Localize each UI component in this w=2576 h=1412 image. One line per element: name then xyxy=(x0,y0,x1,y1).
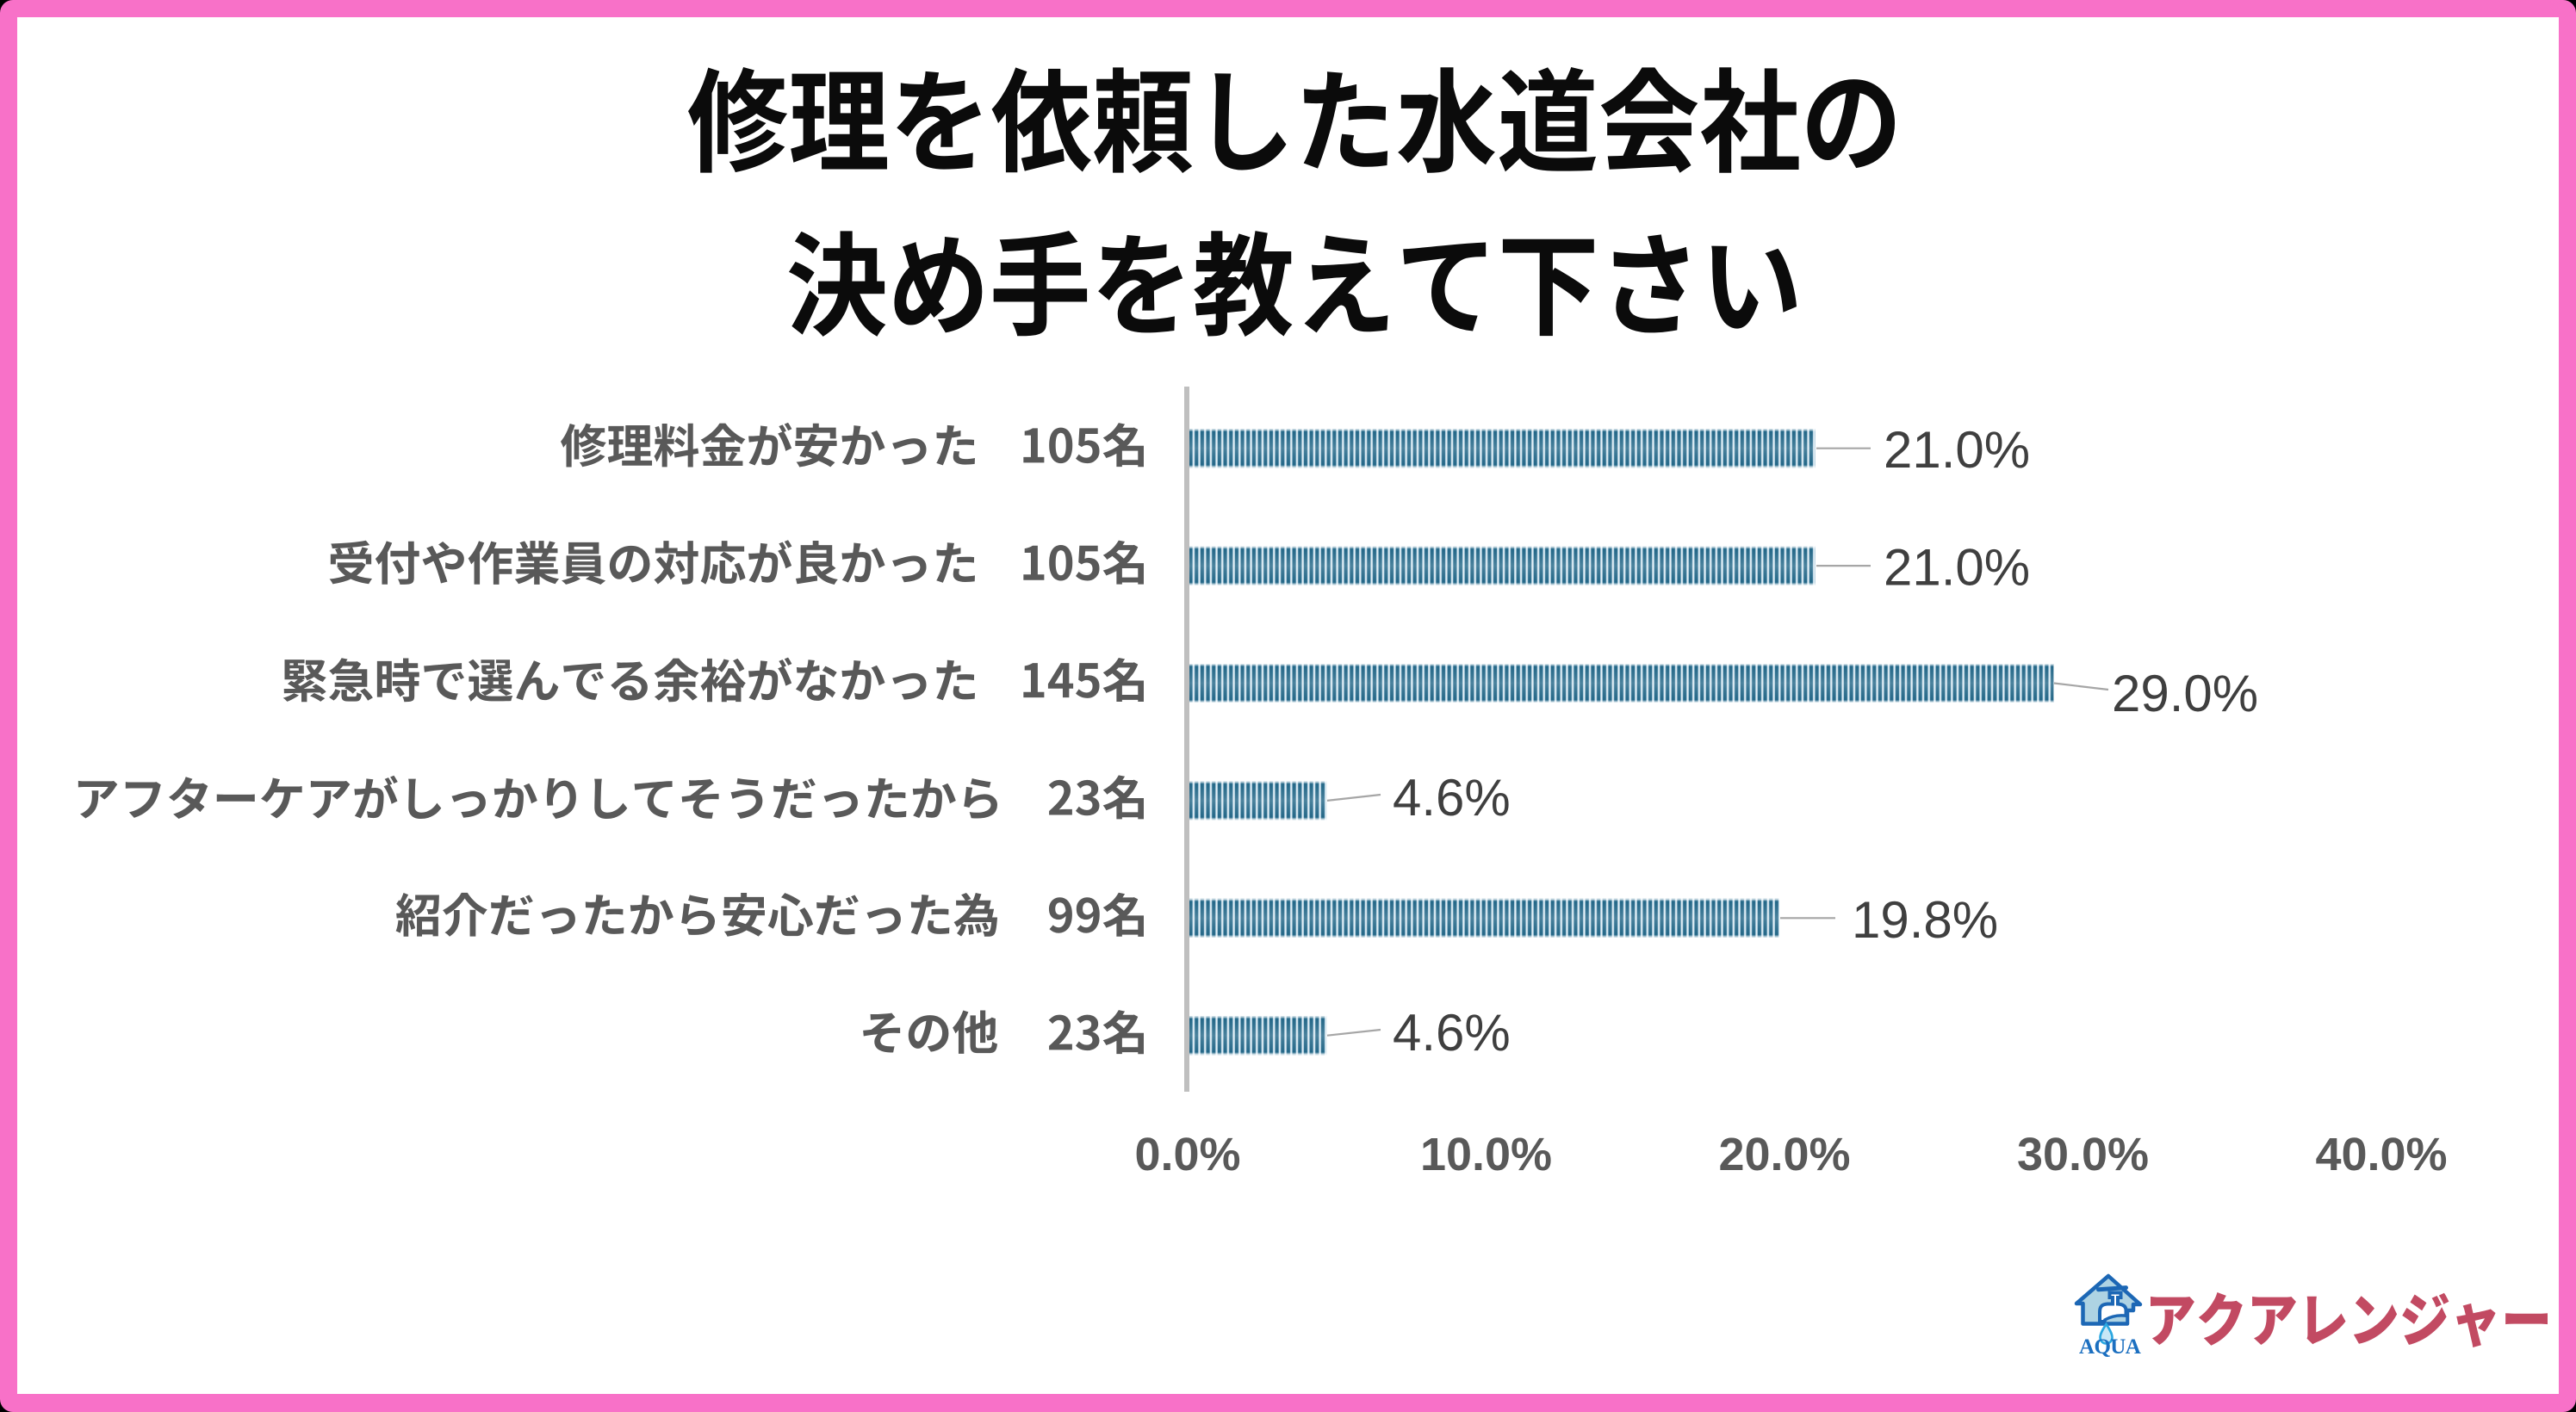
svg-text:AQUA: AQUA xyxy=(2079,1335,2141,1359)
svg-text:21.0%: 21.0% xyxy=(1884,539,2030,597)
svg-text:4.6%: 4.6% xyxy=(1393,1004,1511,1062)
svg-text:29.0%: 29.0% xyxy=(2112,665,2258,722)
svg-text:19.8%: 19.8% xyxy=(1852,891,1998,949)
svg-text:4.6%: 4.6% xyxy=(1393,769,1511,827)
svg-text:10.0%: 10.0% xyxy=(1420,1129,1552,1180)
svg-text:21.0%: 21.0% xyxy=(1884,421,2030,479)
svg-text:0.0%: 0.0% xyxy=(1134,1129,1240,1180)
svg-text:40.0%: 40.0% xyxy=(2315,1129,2447,1180)
svg-text:30.0%: 30.0% xyxy=(2017,1129,2149,1180)
svg-text:20.0%: 20.0% xyxy=(1718,1129,1850,1180)
